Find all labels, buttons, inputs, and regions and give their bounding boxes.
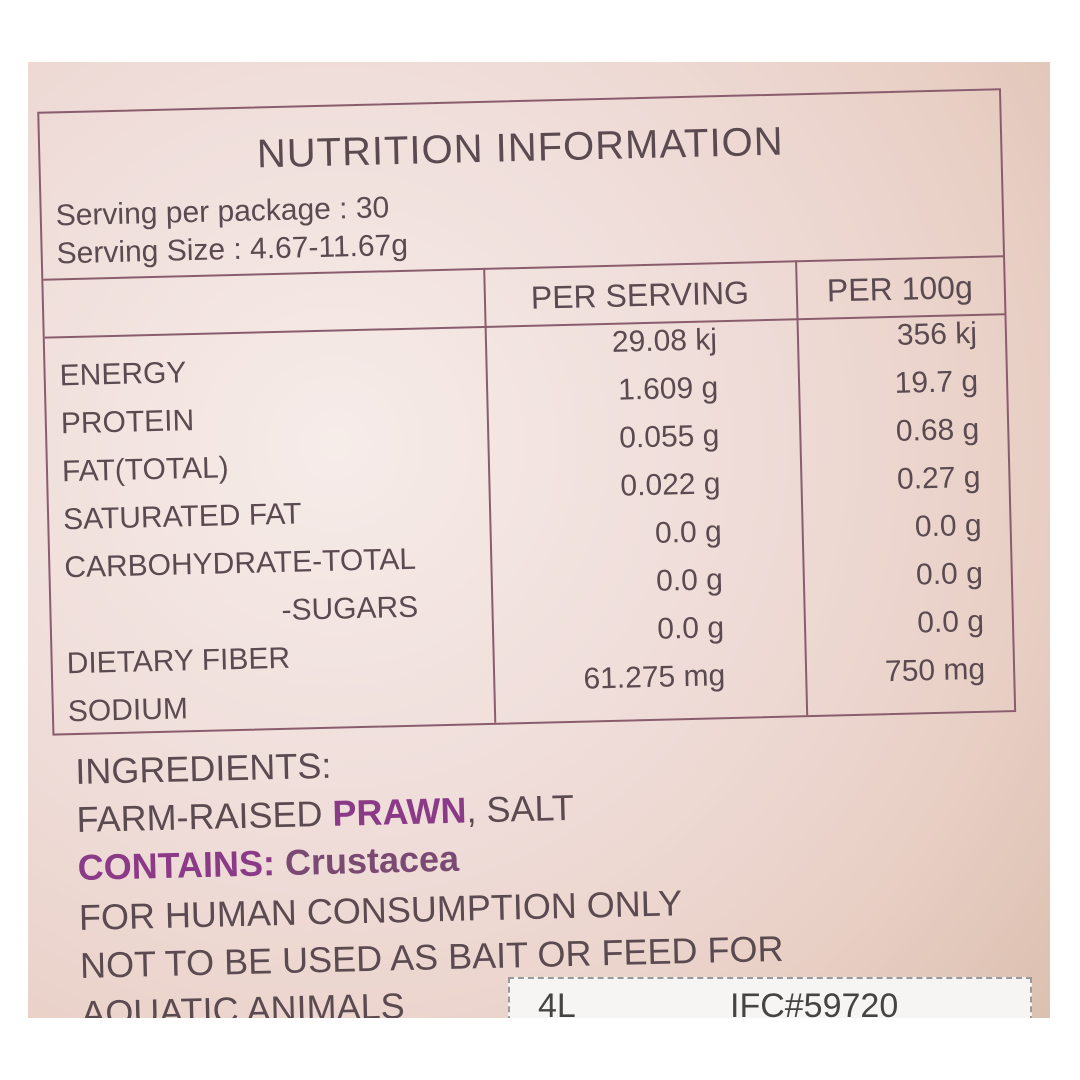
servings: Serving per package : 30 [55,191,390,233]
title: NUTRITION INFORMATION [256,119,785,177]
contains-label: CONTAINS: [77,842,276,889]
rows: ENERGY 29.08 kj 356 kj PROTEIN 1.609 g 19.7 g… [39,90,999,728]
ingredient: , SALT [465,786,575,831]
per-serving: 0.055 g [618,419,720,455]
notice: AQUATIC ANIMALS [80,985,406,1018]
ingredients-heading: INGREDIENTS: [74,744,332,793]
per-100g: 0.0 g [914,508,983,544]
per-serving: 0.0 g [656,611,725,646]
nutrition-table: NUTRITION INFORMATION Serving per packag… [37,88,1017,736]
per-100g: 0.0 g [916,604,985,640]
nutrient-name: -SUGARS [281,590,419,627]
serving-size: Serving Size : 4.67-11.67g [56,228,409,271]
ingredient: FARM-RAISED [76,793,323,841]
contains-value: Crustacea [284,837,460,883]
stamp-text: IFC#59720 [730,987,899,1018]
ingredients-line: FARM-RAISED PRAWN, SALT [76,787,574,841]
per-serving: 0.0 g [654,515,723,550]
stamp: 4L IFC#59720 [508,977,1032,1018]
nutrient-name: DIETARY FIBER [66,641,291,681]
nutrient-name: FAT(TOTAL) [61,451,230,489]
per-100g: 0.27 g [896,460,981,496]
contains-line: CONTAINS: Crustacea [77,838,459,889]
per-100g: 19.7 g [894,364,979,400]
per-serving: 0.0 g [655,563,724,598]
ingredient-allergen: PRAWN [331,789,467,834]
nutrient-name: ENERGY [59,356,187,393]
nutrient-name: SODIUM [67,692,189,729]
label: NUTRITION INFORMATION Serving per packag… [28,62,1050,1018]
per-serving: 1.609 g [617,371,719,407]
per-serving: 0.022 g [620,467,721,503]
per-serving: 61.275 mg [583,659,726,696]
column-header: PER 100g [826,268,974,309]
per-100g: 0.68 g [895,412,980,448]
per-serving: 29.08 kj [611,323,718,359]
photo: NUTRITION INFORMATION Serving per packag… [28,62,1050,1018]
per-100g: 750 mg [884,652,986,689]
nutrient-name: SATURATED FAT [62,497,302,537]
notice: FOR HUMAN CONSUMPTION ONLY [78,882,683,939]
nutrient-name: CARBOHYDRATE-TOTAL [63,542,417,585]
nutrient-name: PROTEIN [60,404,195,441]
per-100g: 0.0 g [915,556,984,592]
column-header: PER SERVING [530,274,750,316]
per-100g: 356 kj [896,316,978,352]
stamp-text: 4L [538,987,576,1018]
